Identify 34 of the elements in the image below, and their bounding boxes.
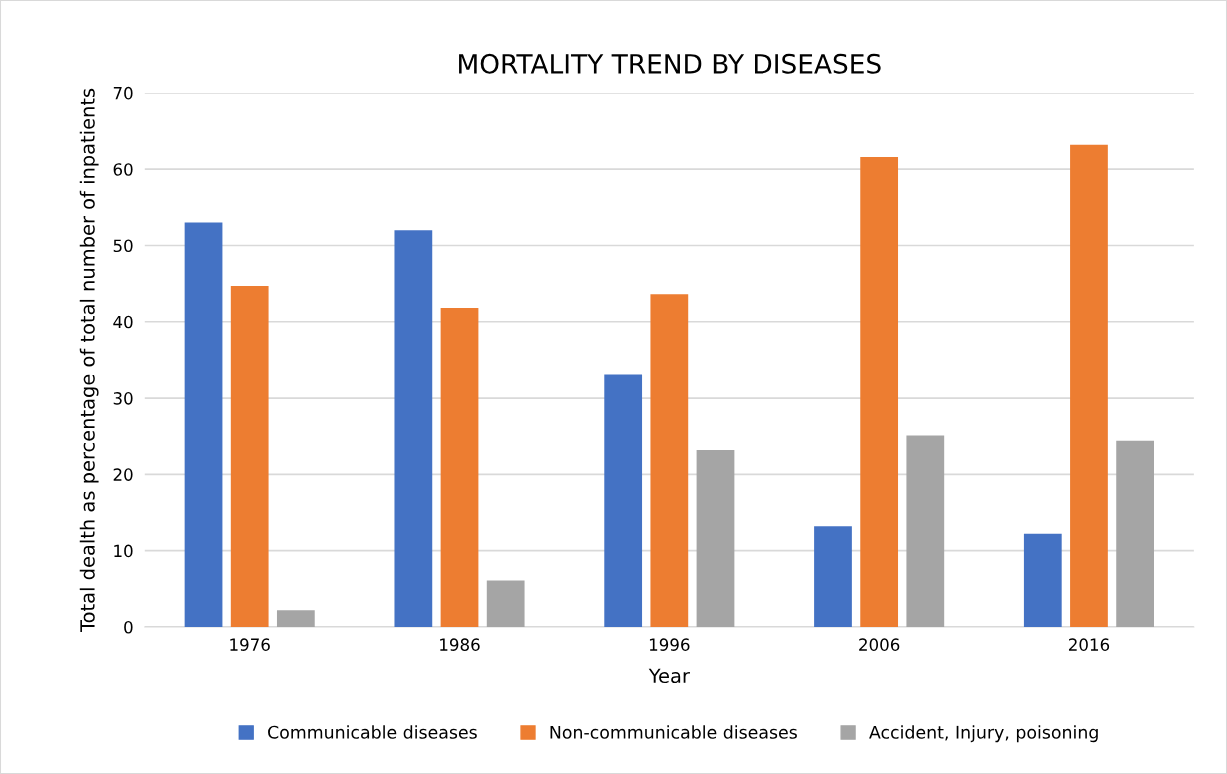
bar [440, 308, 479, 627]
bar [486, 580, 525, 627]
x-tick-label: 1996 [649, 638, 690, 651]
x-axis-title: Year [648, 668, 690, 684]
bar [604, 374, 643, 627]
bar [230, 285, 269, 627]
y-axis-title: Total dealth as percentage of total number of inpatients [79, 88, 99, 632]
bar [860, 156, 899, 627]
bar [1023, 533, 1062, 627]
legend-label: Accident, Injury, poisoning [869, 725, 1098, 743]
legend-label: Non-communicable diseases [550, 725, 797, 739]
y-tick-label: 70 [113, 86, 133, 100]
bar [814, 526, 852, 627]
bar [650, 294, 689, 627]
bar [394, 230, 433, 627]
bar [276, 610, 315, 627]
y-tick-label: 40 [113, 315, 133, 329]
y-tick-label: 0 [124, 620, 133, 634]
chart-title: MORTALITY TREND BY DISEASES [459, 53, 881, 74]
bar [1116, 440, 1155, 627]
bar [184, 222, 223, 627]
legend-label: Communicable diseases [268, 725, 477, 739]
y-tick-label: 60 [113, 163, 133, 176]
y-tick-label: 50 [113, 239, 133, 253]
x-tick-label: 2006 [859, 638, 900, 651]
x-tick-label: 2016 [1068, 638, 1110, 651]
x-tick-label: 1976 [230, 638, 270, 651]
bar [696, 449, 735, 627]
y-tick-label: 30 [113, 392, 133, 405]
y-tick-label: 20 [113, 468, 133, 481]
bar [906, 435, 945, 627]
y-tick-label: 10 [114, 544, 133, 558]
bar [1070, 144, 1108, 627]
x-tick-label: 1986 [440, 638, 480, 651]
